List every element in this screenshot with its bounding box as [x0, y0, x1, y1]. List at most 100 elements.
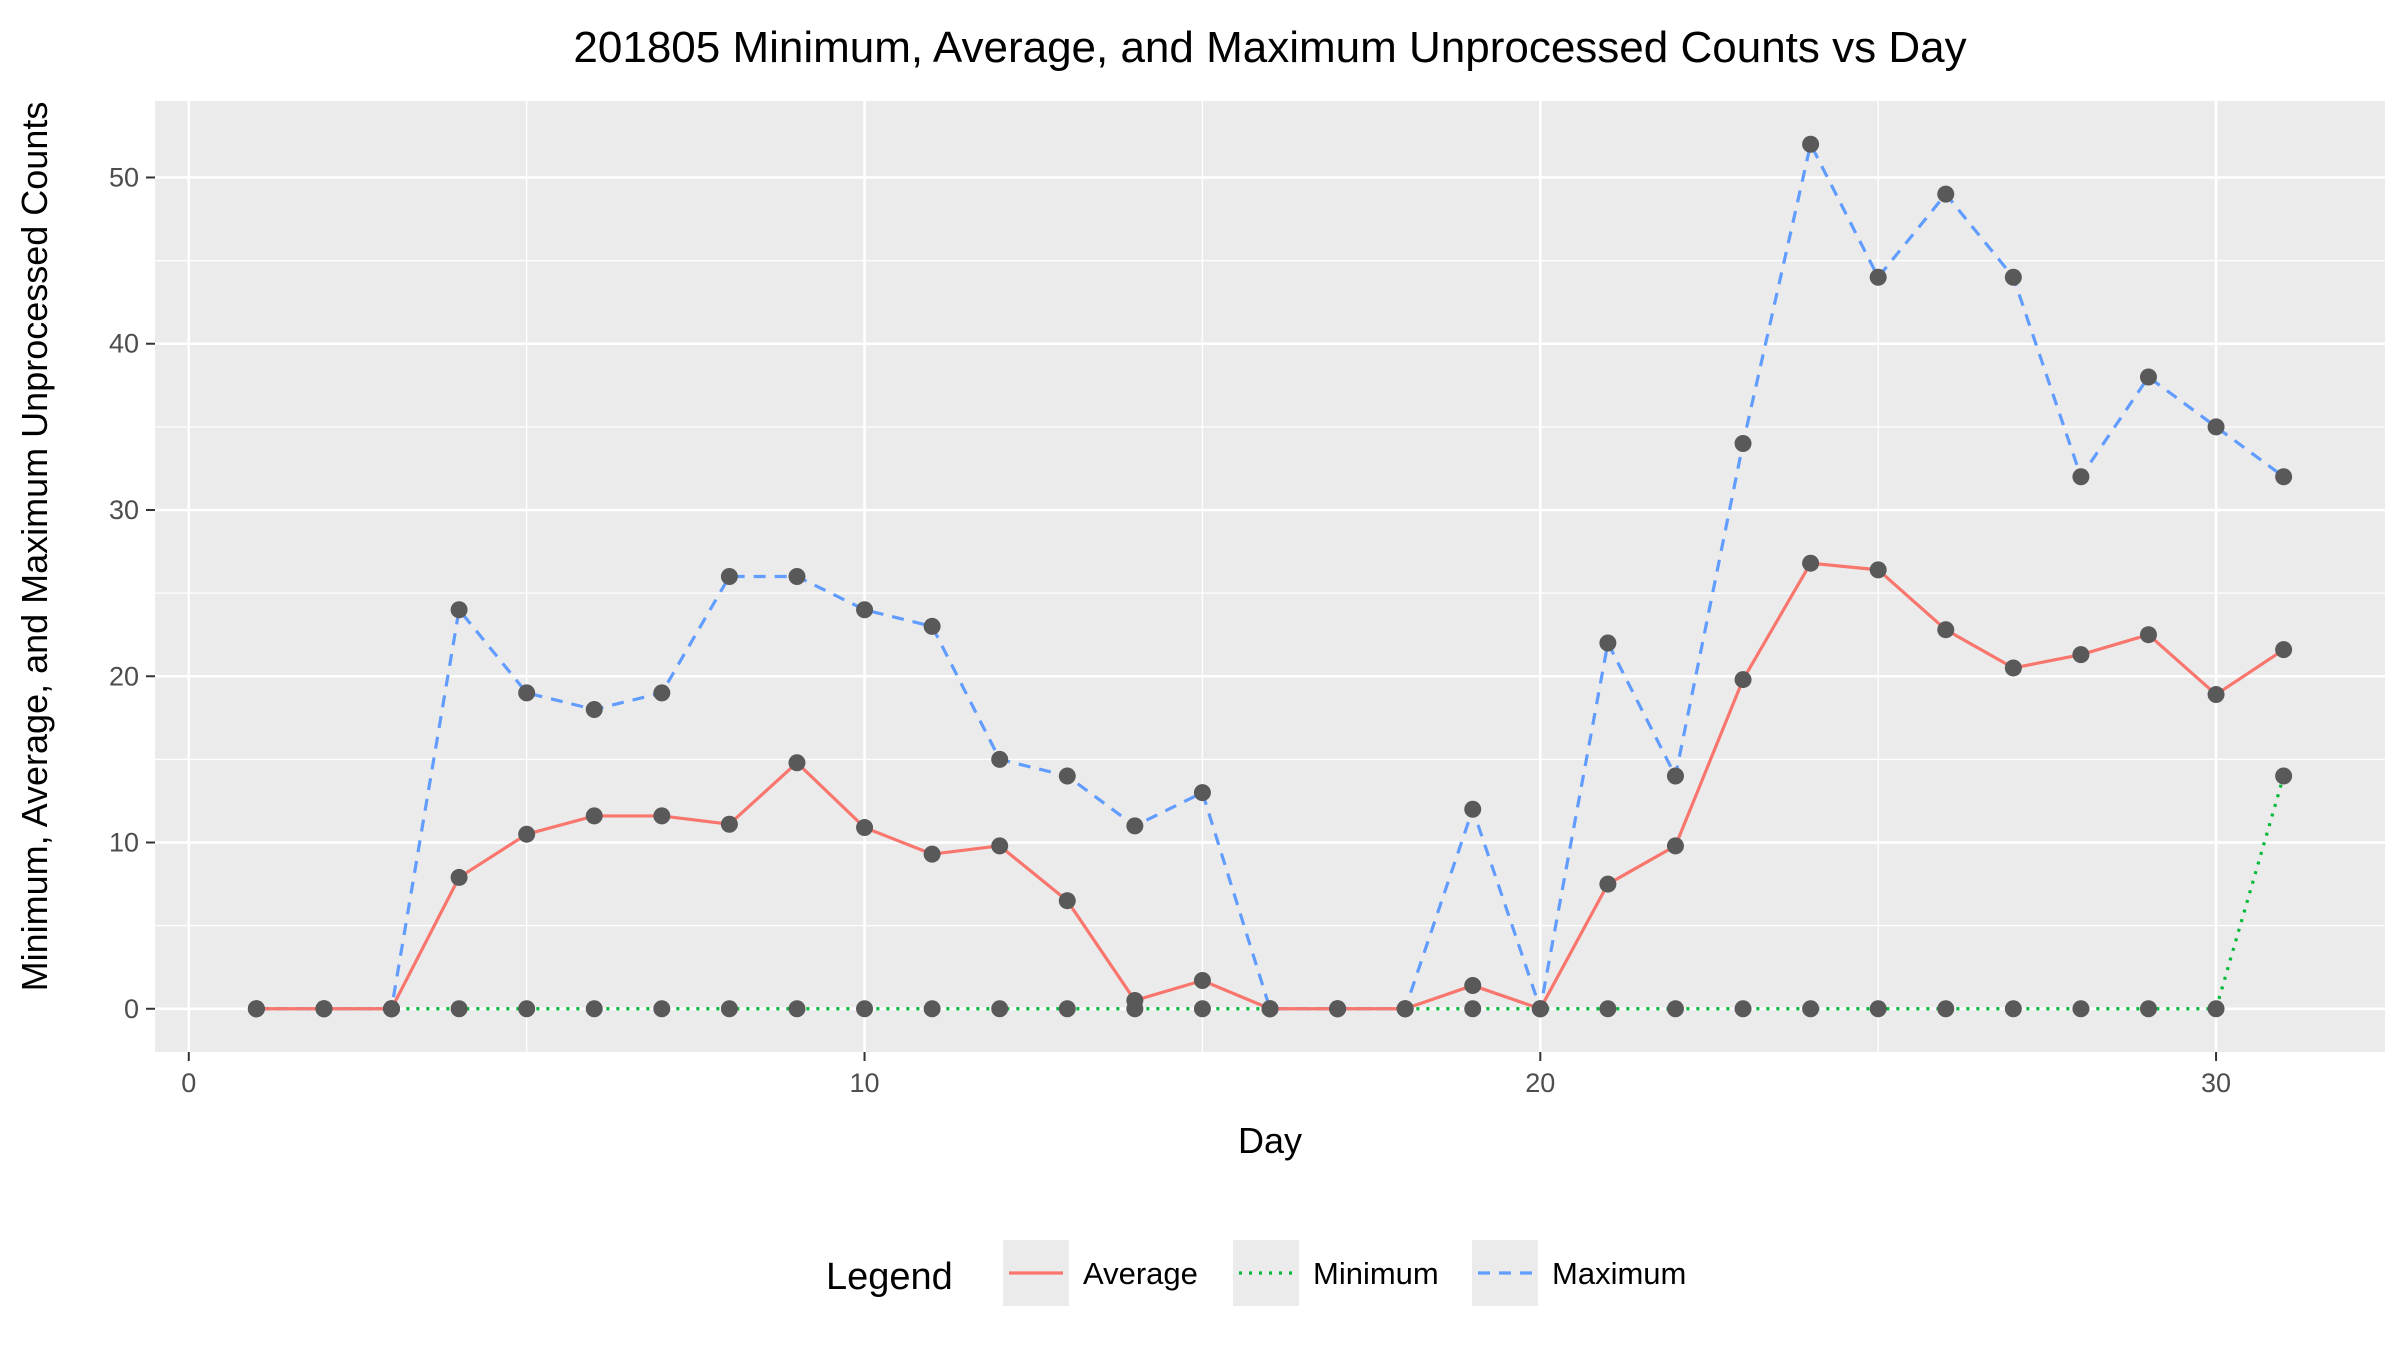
data-point-maximum	[1193, 784, 1211, 802]
data-point-maximum	[1869, 268, 1887, 286]
y-axis: 0 10 20 30 40 50	[109, 162, 155, 1024]
data-point-maximum	[1329, 1000, 1347, 1018]
legend-title: Legend	[826, 1256, 953, 1298]
data-point-maximum	[1126, 817, 1144, 835]
data-point-minimum	[1666, 1000, 1684, 1018]
data-point-maximum	[788, 568, 806, 585]
data-point-maximum	[585, 701, 603, 719]
data-point-maximum	[1666, 767, 1684, 785]
data-point-average	[1464, 976, 1482, 994]
chart-title: 201805 Minimum, Average, and Maximum Unp…	[573, 23, 1966, 72]
data-points	[247, 135, 2293, 1018]
data-point-minimum	[923, 1000, 941, 1018]
x-tick-label: 20	[1525, 1068, 1555, 1098]
data-point-minimum	[653, 1000, 671, 1018]
y-tick-label: 10	[109, 828, 139, 858]
data-point-minimum	[518, 1000, 536, 1018]
legend-label-maximum: Maximum	[1552, 1256, 1686, 1291]
data-point-average	[450, 868, 468, 886]
data-point-maximum	[991, 750, 1009, 768]
data-point-average	[788, 754, 806, 772]
data-point-maximum	[1734, 434, 1752, 452]
data-point-average	[2275, 641, 2293, 659]
x-tick-label: 0	[181, 1068, 196, 1098]
data-point-maximum	[2207, 418, 2225, 436]
data-point-minimum	[788, 1000, 806, 1018]
legend-label-average: Average	[1083, 1256, 1198, 1291]
data-point-minimum	[1734, 1000, 1752, 1018]
data-point-average	[1802, 554, 1820, 572]
data-point-maximum	[1058, 767, 1076, 785]
plot-panel	[155, 101, 2385, 1052]
data-point-maximum	[315, 1000, 333, 1018]
data-point-maximum	[2275, 468, 2293, 486]
y-tick-label: 30	[109, 495, 139, 525]
y-tick-label: 0	[124, 994, 139, 1024]
data-point-maximum	[2004, 268, 2022, 286]
data-point-maximum	[1599, 634, 1617, 652]
data-point-minimum	[1802, 1000, 1820, 1018]
y-axis-title: Minimum, Average, and Maximum Unprocesse…	[14, 102, 55, 992]
data-point-average	[2139, 626, 2157, 644]
data-point-minimum	[2004, 1000, 2022, 1018]
data-point-minimum	[720, 1000, 738, 1018]
y-tick-label: 50	[109, 162, 139, 192]
data-point-average	[1869, 561, 1887, 579]
data-point-average	[1193, 972, 1211, 990]
data-point-average	[2004, 659, 2022, 677]
x-axis: 0 10 20 30	[181, 1052, 2231, 1098]
data-point-average	[856, 819, 874, 837]
y-tick-label: 20	[109, 661, 139, 691]
data-point-minimum	[1193, 1000, 1211, 1018]
data-point-minimum	[1937, 1000, 1955, 1018]
data-point-minimum	[2207, 1000, 2225, 1018]
data-point-minimum	[1464, 1000, 1482, 1018]
data-point-maximum	[450, 601, 468, 619]
data-point-average	[518, 825, 536, 843]
data-point-maximum	[720, 568, 738, 585]
data-point-minimum	[1869, 1000, 1887, 1018]
data-point-average	[585, 807, 603, 825]
data-point-maximum	[2139, 368, 2157, 386]
data-point-maximum	[1531, 1000, 1549, 1018]
data-point-minimum	[1599, 1000, 1617, 1018]
data-point-average	[653, 807, 671, 825]
legend-label-minimum: Minimum	[1313, 1256, 1439, 1291]
data-point-minimum	[856, 1000, 874, 1018]
y-tick-label: 40	[109, 329, 139, 359]
data-point-maximum	[923, 617, 941, 635]
x-tick-label: 30	[2201, 1068, 2231, 1098]
data-point-average	[2072, 646, 2090, 664]
data-point-average	[1734, 671, 1752, 689]
data-point-minimum	[991, 1000, 1009, 1018]
legend: Legend Average Minimum Maximum	[826, 1240, 1686, 1306]
data-point-maximum	[1464, 800, 1482, 818]
data-point-average	[923, 845, 941, 863]
data-point-minimum	[2072, 1000, 2090, 1018]
data-point-minimum	[450, 1000, 468, 1018]
data-point-minimum	[585, 1000, 603, 1018]
data-point-maximum	[2072, 468, 2090, 486]
data-point-maximum	[1937, 185, 1955, 203]
data-point-maximum	[1261, 1000, 1279, 1018]
data-point-average	[991, 837, 1009, 855]
data-point-average	[720, 815, 738, 833]
data-point-maximum	[383, 1000, 401, 1018]
data-point-maximum	[518, 684, 536, 702]
legend-key-minimum	[1233, 1240, 1299, 1306]
data-point-minimum	[1126, 1000, 1144, 1018]
data-point-average	[2207, 686, 2225, 704]
data-point-minimum	[2139, 1000, 2157, 1018]
data-point-average	[1058, 892, 1076, 910]
data-point-minimum	[2275, 767, 2293, 785]
data-point-maximum	[1396, 1000, 1414, 1018]
data-point-average	[1937, 621, 1955, 639]
data-point-maximum	[856, 601, 874, 619]
x-axis-title: Day	[1238, 1120, 1302, 1161]
data-point-maximum	[1802, 135, 1820, 153]
data-point-maximum	[653, 684, 671, 702]
data-point-average	[1666, 837, 1684, 855]
data-point-average	[1599, 875, 1617, 893]
data-point-maximum	[247, 1000, 265, 1018]
